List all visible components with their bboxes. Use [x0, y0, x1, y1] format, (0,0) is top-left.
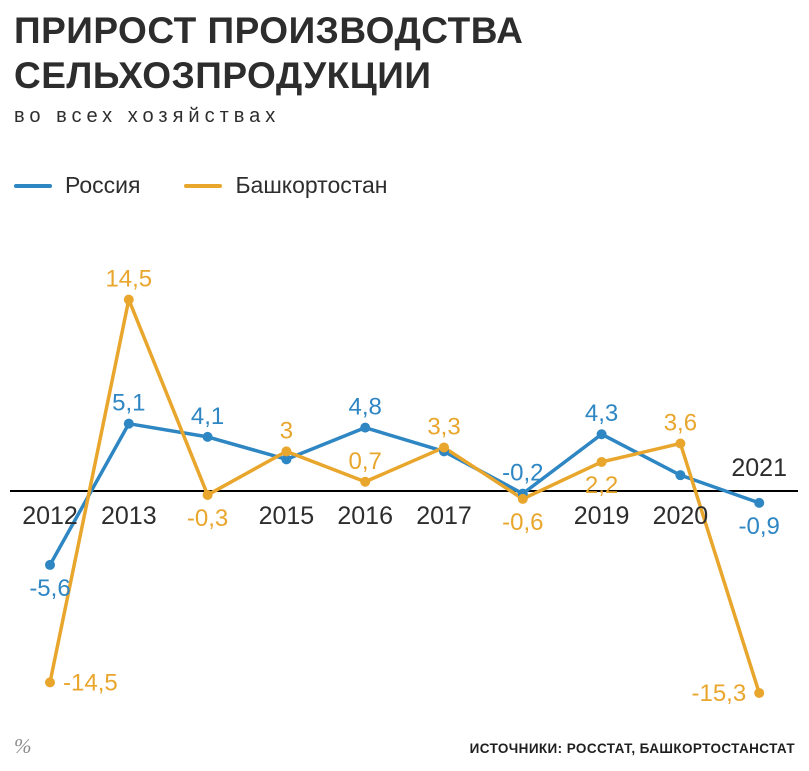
value-label: 4,1 — [191, 403, 224, 430]
value-label: 0,7 — [349, 448, 382, 475]
sources-credit: ИСТОЧНИКИ: РОССТАТ, БАШКОРТОСТАНСТАТ — [469, 741, 795, 756]
data-point — [517, 493, 528, 504]
data-point — [281, 454, 292, 465]
value-label: 2,2 — [585, 472, 618, 499]
data-point — [596, 456, 607, 467]
chart-header: ПРИРОСТ ПРОИЗВОДСТВА СЕЛЬХОЗПРОДУКЦИИ во… — [14, 8, 523, 128]
page-title-line1: ПРИРОСТ ПРОИЗВОДСТВА — [14, 10, 524, 51]
chart-legend: Россия Башкортостан — [14, 172, 388, 199]
data-point — [675, 470, 686, 481]
data-point — [202, 489, 213, 500]
legend-item-russia: Россия — [14, 172, 140, 199]
year-label: 2017 — [416, 502, 472, 530]
value-label: -0,9 — [739, 513, 780, 540]
data-point — [281, 446, 292, 457]
year-label: 2021 — [731, 454, 787, 482]
year-label: 2020 — [653, 502, 709, 530]
value-label: -5,6 — [29, 575, 70, 602]
data-point — [360, 476, 371, 487]
series-line-1 — [48, 297, 761, 695]
legend-label-russia: Россия — [65, 172, 141, 198]
data-point — [360, 422, 371, 433]
value-label: 5,1 — [112, 390, 145, 417]
legend-item-bashkortostan: Башкортостан — [184, 172, 388, 199]
value-label: 4,3 — [585, 400, 618, 427]
value-label: -15,3 — [691, 680, 746, 707]
line-chart: -5,6 5,1 4,1 4,8 -0,2 4,3 -0,9 -14,5 14,5 -0,3 3 0,… — [10, 266, 798, 707]
data-point — [45, 559, 55, 570]
page-title-line2: СЕЛЬХОЗПРОДУКЦИИ — [14, 55, 432, 97]
year-label: 2012 — [22, 502, 78, 530]
chart-area: -5,6 5,1 4,1 4,8 -0,2 4,3 -0,9 -14,5 14,5 -0,3 3 0,… — [0, 228, 809, 733]
data-point — [675, 438, 686, 449]
data-point — [754, 687, 765, 698]
value-label: 3,3 — [427, 413, 460, 440]
data-point — [754, 497, 765, 508]
value-label: 3 — [280, 417, 293, 444]
data-point — [439, 442, 449, 453]
data-point — [123, 294, 134, 305]
year-label: 2019 — [574, 502, 630, 530]
year-label: 2013 — [101, 502, 157, 530]
value-label: 4,8 — [349, 394, 382, 421]
bashkortostan-line-swatch-icon — [184, 183, 223, 188]
data-point — [123, 418, 134, 429]
year-label: 2015 — [259, 502, 315, 530]
data-point — [202, 431, 213, 442]
russia-line-swatch-icon — [14, 183, 52, 188]
series-line-0 — [48, 421, 761, 567]
value-label: -14,5 — [63, 669, 118, 696]
unit-label: % — [14, 734, 32, 758]
value-label: -0,2 — [502, 460, 543, 487]
value-label: -0,6 — [502, 509, 543, 536]
data-point — [596, 429, 607, 440]
value-label: 14,5 — [105, 266, 152, 293]
value-label: 3,6 — [664, 409, 697, 436]
value-label: -0,3 — [187, 505, 228, 532]
page-subtitle: во всех хозяйствах — [14, 105, 281, 128]
data-point — [45, 677, 55, 688]
year-label: 2016 — [337, 502, 393, 530]
legend-label-bashkortostan: Башкортостан — [235, 172, 388, 198]
